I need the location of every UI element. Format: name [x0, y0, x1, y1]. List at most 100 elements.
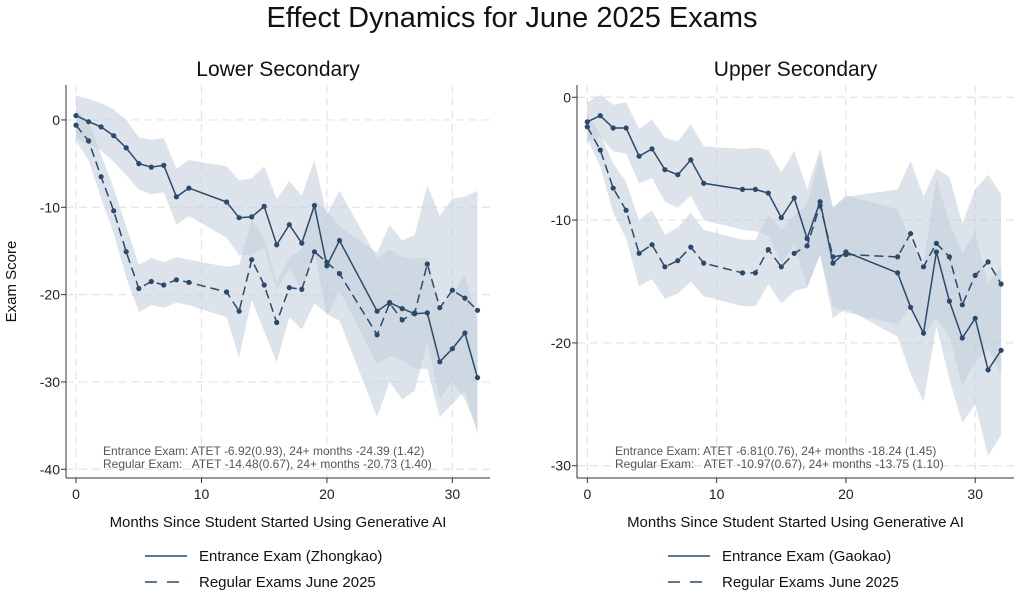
- y-tick-label: 0: [563, 89, 571, 105]
- x-tick-label: 10: [709, 486, 725, 502]
- atet-annotation: Entrance Exam: ATET -6.81(0.76), 24+ mon…: [615, 444, 936, 458]
- data-point: [148, 164, 154, 170]
- data-point: [649, 146, 655, 152]
- x-tick-label: 30: [445, 486, 461, 502]
- series-line-regular: [586, 126, 1002, 308]
- y-tick-label: 0: [52, 112, 60, 128]
- data-point: [920, 264, 927, 270]
- data-point: [972, 272, 978, 278]
- data-point: [224, 289, 230, 295]
- data-point: [299, 286, 305, 292]
- data-point: [374, 332, 380, 338]
- x-tick-label: 20: [319, 486, 335, 502]
- data-point: [817, 202, 823, 208]
- x-tick-label: 10: [194, 486, 210, 502]
- data-point: [136, 161, 142, 167]
- legend-label: Regular Exams June 2025: [722, 574, 899, 591]
- data-point: [778, 215, 784, 221]
- data-point: [791, 195, 797, 201]
- data-point: [136, 285, 142, 292]
- data-point: [843, 251, 849, 258]
- data-point: [933, 249, 940, 255]
- data-point: [123, 145, 129, 151]
- data-point: [972, 315, 978, 321]
- ci-band-regular: [76, 109, 478, 430]
- data-point: [817, 199, 823, 205]
- data-point: [998, 347, 1004, 353]
- panel-title: Lower Secondary: [196, 58, 360, 81]
- legend-label: Entrance Exam (Gaokao): [722, 548, 891, 565]
- y-tick-label: -10: [40, 199, 60, 215]
- data-point: [985, 367, 991, 373]
- data-point: [186, 185, 192, 191]
- data-point: [311, 202, 317, 209]
- data-point: [791, 250, 797, 256]
- series-line-entrance: [586, 114, 1002, 372]
- y-tick-label: -30: [551, 458, 571, 474]
- data-point: [261, 203, 267, 209]
- panel-1: 0 -10 -20 -30 -40 0 10 20 30 Lower Secondary Month…: [3, 58, 490, 591]
- data-point: [123, 249, 129, 255]
- data-point: [701, 260, 707, 266]
- atet-annotation: Regular Exam: ATET -14.48(0.67), 24+ mon…: [103, 457, 432, 471]
- data-point: [675, 258, 681, 264]
- data-point: [959, 302, 965, 308]
- data-point: [474, 307, 481, 313]
- data-point: [739, 270, 746, 276]
- data-point: [474, 375, 481, 381]
- data-point: [675, 172, 681, 178]
- data-point: [111, 133, 117, 139]
- data-point: [662, 264, 668, 270]
- data-point: [437, 305, 443, 311]
- data-point: [148, 278, 154, 285]
- data-point: [462, 295, 468, 301]
- data-point: [449, 346, 455, 352]
- data-point: [752, 186, 759, 192]
- atet-annotation: Regular Exam: ATET -10.97(0.67), 24+ mon…: [615, 457, 944, 471]
- data-point: [274, 319, 280, 326]
- data-point: [286, 285, 292, 291]
- data-point: [186, 279, 192, 285]
- data-point: [261, 282, 267, 288]
- data-point: [636, 153, 642, 159]
- data-point: [623, 125, 629, 131]
- data-point: [985, 259, 991, 265]
- data-point: [412, 310, 418, 316]
- data-point: [424, 310, 430, 316]
- legend-label: Regular Exams June 2025: [199, 574, 376, 591]
- data-point: [161, 162, 167, 168]
- data-point: [424, 261, 430, 267]
- data-point: [662, 167, 668, 173]
- data-point: [98, 124, 104, 130]
- data-point: [908, 304, 914, 310]
- data-point: [399, 317, 405, 323]
- data-point: [73, 122, 79, 128]
- data-point: [946, 298, 953, 304]
- data-point: [946, 254, 953, 260]
- data-point: [249, 214, 255, 220]
- data-point: [98, 174, 104, 180]
- data-point: [597, 113, 603, 119]
- data-point: [908, 231, 914, 237]
- legend-label: Entrance Exam (Zhongkao): [199, 548, 382, 565]
- atet-annotation: Entrance Exam: ATET -6.92(0.93), 24+ mon…: [103, 444, 424, 458]
- y-axis-label: Exam Score: [3, 241, 20, 323]
- data-point: [765, 190, 771, 196]
- data-point: [449, 287, 455, 293]
- data-point: [584, 119, 590, 125]
- data-point: [249, 257, 255, 263]
- data-point: [224, 199, 230, 205]
- data-point: [324, 259, 330, 265]
- x-axis-label: Months Since Student Started Using Gener…: [627, 514, 964, 531]
- data-point: [778, 264, 784, 270]
- data-point: [830, 254, 836, 260]
- y-tick-label: -20: [551, 335, 571, 351]
- y-tick-label: -10: [551, 212, 571, 228]
- data-point: [286, 222, 292, 228]
- data-point: [739, 186, 746, 192]
- x-tick-label: 30: [967, 486, 983, 502]
- data-point: [752, 270, 759, 276]
- data-point: [299, 240, 305, 246]
- panel-title: Upper Secondary: [714, 58, 878, 81]
